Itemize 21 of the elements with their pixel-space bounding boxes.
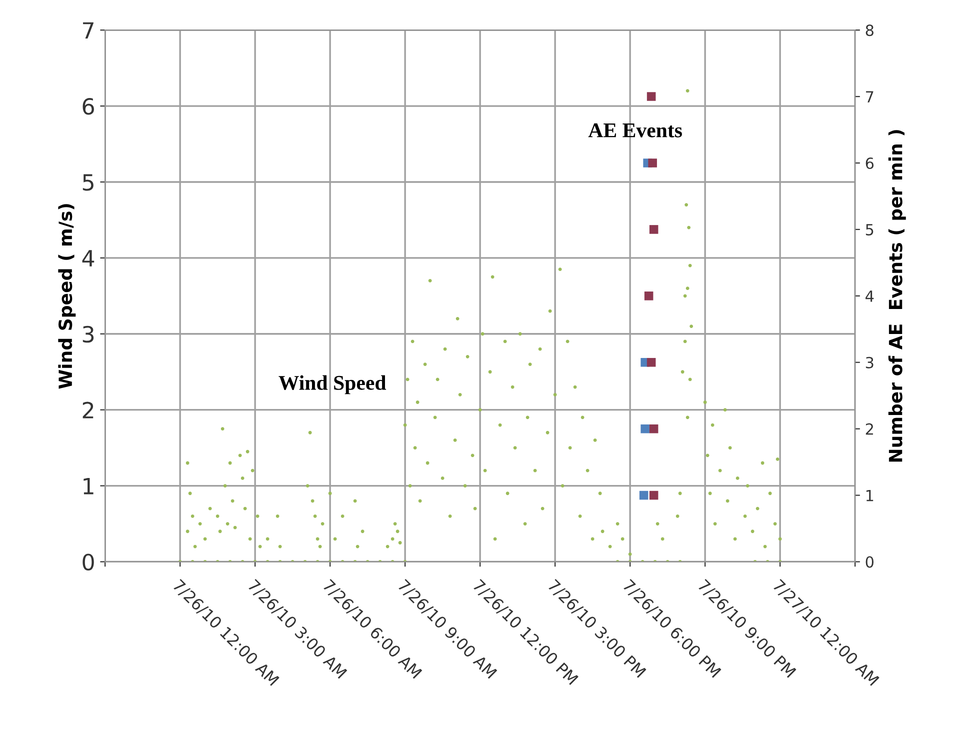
- y-tick-label: 1: [84, 478, 94, 494]
- y2-axis-title: Number of AE Events ( per min ): [888, 130, 906, 462]
- y2-tick-label: 2: [866, 423, 873, 435]
- y2-tick-label: 3: [866, 356, 874, 368]
- y-tick-label: 4: [82, 250, 94, 266]
- y2-tick-label: 1: [866, 490, 874, 502]
- y-tick-label: 0: [82, 554, 94, 571]
- annotation: AE Events: [588, 123, 682, 138]
- y-tick-label: 2: [82, 402, 94, 418]
- y2-tick-label: 0: [866, 556, 874, 568]
- y-axis-title: Wind Speed ( m/s): [58, 204, 76, 389]
- y-tick-label: 5: [82, 174, 94, 191]
- y-tick-label: 6: [82, 98, 94, 115]
- y2-tick-label: 5: [866, 224, 874, 236]
- y2-tick-label: 7: [866, 91, 874, 102]
- annotation: Wind Speed: [278, 375, 386, 394]
- y-tick-label: 7: [83, 22, 94, 39]
- y2-tick-label: 8: [866, 24, 874, 36]
- y2-tick-label: 4: [866, 290, 874, 302]
- y-tick-label: 3: [82, 326, 94, 343]
- y2-tick-label: 6: [866, 157, 874, 170]
